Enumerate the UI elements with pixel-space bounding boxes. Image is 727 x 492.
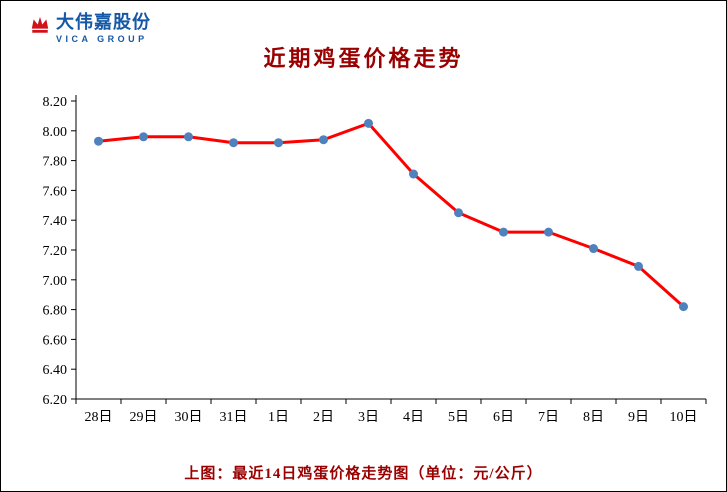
- chart-caption: 上图：最近14日鸡蛋价格走势图（单位：元/公斤）: [184, 466, 543, 482]
- y-axis-label: 7.20: [43, 244, 68, 259]
- data-point-marker: [589, 244, 598, 254]
- y-axis-label: 6.80: [43, 304, 68, 319]
- y-axis-label: 8.20: [43, 95, 68, 110]
- chart-title: 近期鸡蛋价格走势: [263, 46, 464, 71]
- x-axis-label: 30日: [175, 410, 203, 425]
- y-axis-label: 6.20: [43, 393, 68, 408]
- x-axis-label: 8日: [583, 410, 604, 425]
- data-point-marker: [274, 138, 283, 148]
- data-point-marker: [454, 208, 463, 218]
- data-point-marker: [139, 132, 148, 142]
- y-axis-label: 6.60: [43, 333, 68, 348]
- x-axis-label: 3日: [358, 410, 379, 425]
- x-axis-label: 29日: [130, 410, 158, 425]
- y-axis-label: 7.80: [43, 155, 68, 170]
- data-point-marker: [499, 227, 508, 237]
- data-point-marker: [409, 169, 418, 179]
- y-axis-label: 6.40: [43, 363, 68, 378]
- data-point-marker: [94, 136, 103, 146]
- y-axis-label: 8.00: [43, 125, 68, 140]
- x-axis-label: 2日: [313, 410, 334, 425]
- data-point-marker: [679, 302, 688, 312]
- x-axis-label: 6日: [493, 410, 514, 425]
- x-axis-label: 4日: [403, 410, 424, 425]
- price-line: [97, 121, 685, 309]
- x-axis-label: 9日: [628, 410, 649, 425]
- y-axis-label: 7.60: [43, 184, 68, 199]
- x-axis-label: 31日: [220, 410, 248, 425]
- y-axis-label: 7.00: [43, 274, 68, 289]
- company-logo-text: 大伟嘉股份 VICA GROUP: [56, 12, 151, 45]
- x-axis-label: 5日: [448, 410, 469, 425]
- company-logo: 大伟嘉股份 VICA GROUP: [29, 12, 151, 45]
- x-axis-label: 7日: [538, 410, 559, 425]
- data-point-marker: [319, 135, 328, 145]
- data-point-marker: [229, 138, 238, 148]
- data-point-marker: [364, 118, 373, 128]
- company-subtitle: VICA GROUP: [56, 33, 148, 44]
- company-name: 大伟嘉股份: [56, 12, 151, 32]
- x-axis-label: 28日: [85, 410, 113, 425]
- x-axis-label: 1日: [268, 410, 289, 425]
- line-chart: 6.20 6.40 6.60 6.80 7.00 7.20 7.40 7.60 7.80 8.00…: [43, 95, 707, 425]
- y-axis-label: 7.40: [43, 214, 68, 229]
- data-point-marker: [634, 261, 643, 271]
- crown-icon: [29, 15, 51, 40]
- data-point-marker: [544, 227, 553, 237]
- x-axis-label: 10日: [670, 410, 698, 425]
- data-point-marker: [184, 132, 193, 142]
